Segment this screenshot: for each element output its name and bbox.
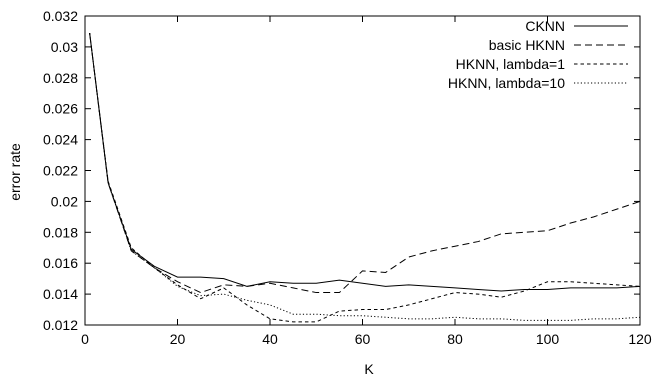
y-tick-label: 0.032 [43,8,78,24]
legend-label: basic HKNN [489,37,565,53]
x-tick-label: 120 [628,331,652,347]
x-tick-label: 80 [447,331,463,347]
x-tick-label: 100 [536,331,560,347]
x-tick-label: 20 [170,331,186,347]
x-tick-label: 60 [355,331,371,347]
y-axis-label: error rate [7,143,23,201]
y-tick-label: 0.018 [43,224,78,240]
x-tick-label: 40 [262,331,278,347]
legend-label: CKNN [525,18,565,34]
x-axis-label: K [364,361,374,375]
y-tick-label: 0.024 [43,132,78,148]
y-tick-label: 0.022 [43,163,78,179]
y-tick-label: 0.016 [43,255,78,271]
y-tick-label: 0.012 [43,317,78,333]
y-tick-label: 0.026 [43,101,78,117]
y-tick-label: 0.014 [43,286,78,302]
y-tick-label: 0.02 [51,193,78,209]
y-tick-label: 0.03 [51,39,78,55]
legend-label: HKNN, lambda=10 [448,75,565,91]
x-tick-label: 0 [81,331,89,347]
y-tick-label: 0.028 [43,70,78,86]
legend-label: HKNN, lambda=1 [456,56,566,72]
legend: CKNN basic HKNN HKNN, lambda=1 HKNN, lambda… [448,18,628,91]
